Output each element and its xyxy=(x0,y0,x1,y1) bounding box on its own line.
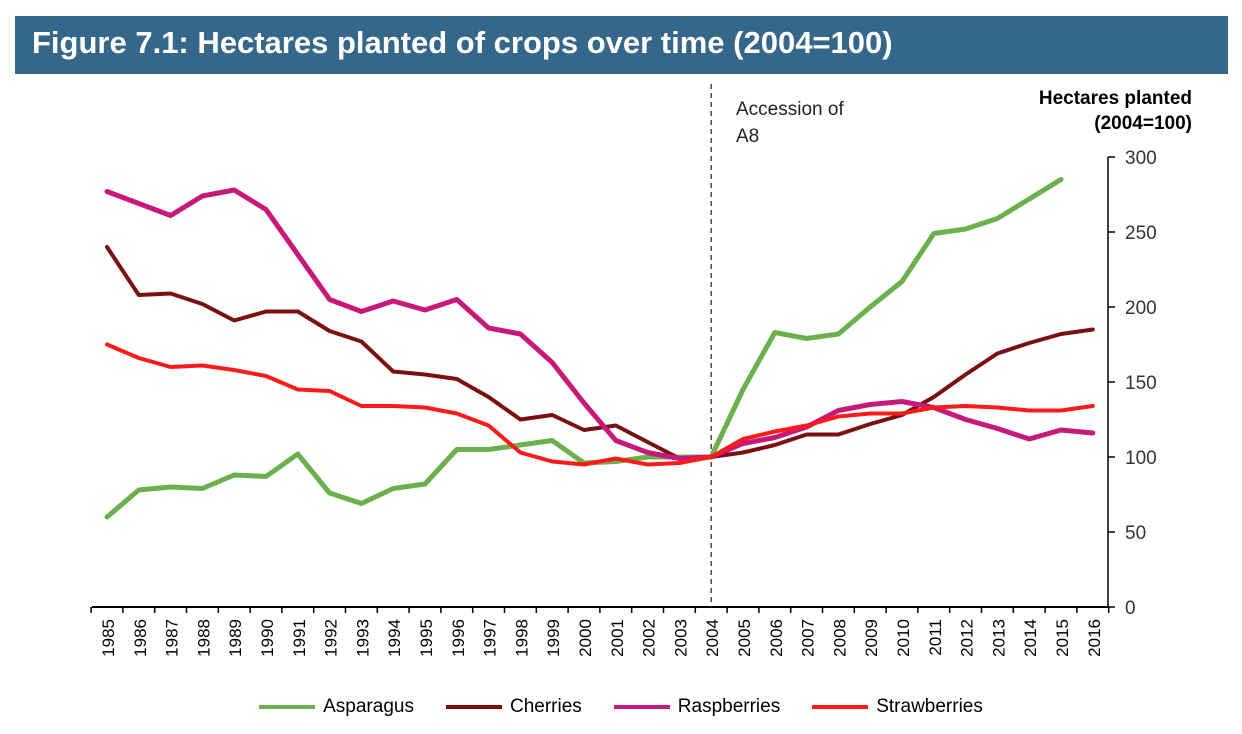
x-tick-label: 2001 xyxy=(608,619,627,657)
x-tick-label: 2002 xyxy=(640,619,659,657)
y-tick-label: 150 xyxy=(1125,373,1157,394)
legend-item-asparagus: Asparagus xyxy=(259,696,414,718)
annotation-line1: Accession of xyxy=(736,99,844,120)
legend-swatch xyxy=(812,705,869,709)
y-axis-label: Hectares planted (2004=100) xyxy=(1039,86,1192,136)
x-tick-label: 2007 xyxy=(799,619,818,657)
legend-label: Raspberries xyxy=(677,696,781,717)
x-tick-label: 1994 xyxy=(385,619,404,657)
y-tick-label: 50 xyxy=(1125,523,1146,544)
x-tick-label: 1995 xyxy=(417,619,436,657)
annotation-line2: A8 xyxy=(736,126,760,147)
legend-item-cherries: Cherries xyxy=(445,696,582,718)
x-tick-label: 1991 xyxy=(290,619,309,657)
x-tick-label: 1989 xyxy=(226,619,245,657)
y-axis-label-line1: Hectares planted xyxy=(1038,88,1192,109)
x-tick-label: 2013 xyxy=(989,619,1008,657)
legend-label: Asparagus xyxy=(323,696,414,717)
legend: Asparagus Cherries Raspberries Strawberries xyxy=(0,696,1242,718)
x-tick-label: 2016 xyxy=(1085,619,1104,657)
x-tick-label: 2006 xyxy=(767,619,786,657)
series-line-cherries xyxy=(105,245,1095,461)
x-tick-label: 1998 xyxy=(512,619,531,657)
legend-label: Cherries xyxy=(509,696,582,717)
legend-item-raspberries: Raspberries xyxy=(613,696,781,718)
legend-swatch xyxy=(613,705,670,709)
x-tick-label: 2000 xyxy=(576,619,595,657)
x-tick-label: 1997 xyxy=(481,619,500,657)
x-tick-label: 2012 xyxy=(958,619,977,657)
x-tick-label: 2008 xyxy=(830,619,849,657)
x-tick-label: 1999 xyxy=(544,619,563,657)
title-bar: Figure 7.1: Hectares planted of crops ov… xyxy=(15,16,1228,74)
legend-swatch xyxy=(259,705,316,709)
x-tick-label: 1986 xyxy=(131,619,150,657)
x-tick-label: 2010 xyxy=(894,619,913,657)
y-tick-label: 0 xyxy=(1125,598,1136,619)
y-axis-label-line2: (2004=100) xyxy=(1094,113,1192,134)
x-tick-label: 2015 xyxy=(1053,619,1072,657)
y-tick-label: 100 xyxy=(1125,448,1157,469)
x-tick-label: 1993 xyxy=(353,619,372,657)
chart-title: Figure 7.1: Hectares planted of crops ov… xyxy=(32,25,893,60)
x-tick-label: 1985 xyxy=(99,619,118,657)
x-tick-label: 2004 xyxy=(703,619,722,657)
x-tick-label: 2005 xyxy=(735,619,754,657)
x-tick-label: 2003 xyxy=(671,619,690,657)
x-tick-label: 1990 xyxy=(258,619,277,657)
x-tick-label: 1988 xyxy=(194,619,213,657)
x-tick-label: 1987 xyxy=(163,619,182,657)
x-tick-label: 1996 xyxy=(449,619,468,657)
y-tick-label: 200 xyxy=(1125,298,1157,319)
legend-item-strawberries: Strawberries xyxy=(812,696,983,718)
series-line-strawberries xyxy=(105,342,1095,467)
legend-swatch xyxy=(445,705,502,709)
x-tick-label: 1992 xyxy=(322,619,341,657)
legend-label: Strawberries xyxy=(876,696,983,717)
x-tick-label: 2009 xyxy=(862,619,881,657)
y-tick-label: 250 xyxy=(1125,223,1157,244)
x-tick-label: 2014 xyxy=(1021,619,1040,657)
x-tick-label: 2011 xyxy=(926,619,945,656)
accession-annotation: Accession of A8 xyxy=(736,96,844,150)
y-tick-label: 300 xyxy=(1125,148,1157,169)
